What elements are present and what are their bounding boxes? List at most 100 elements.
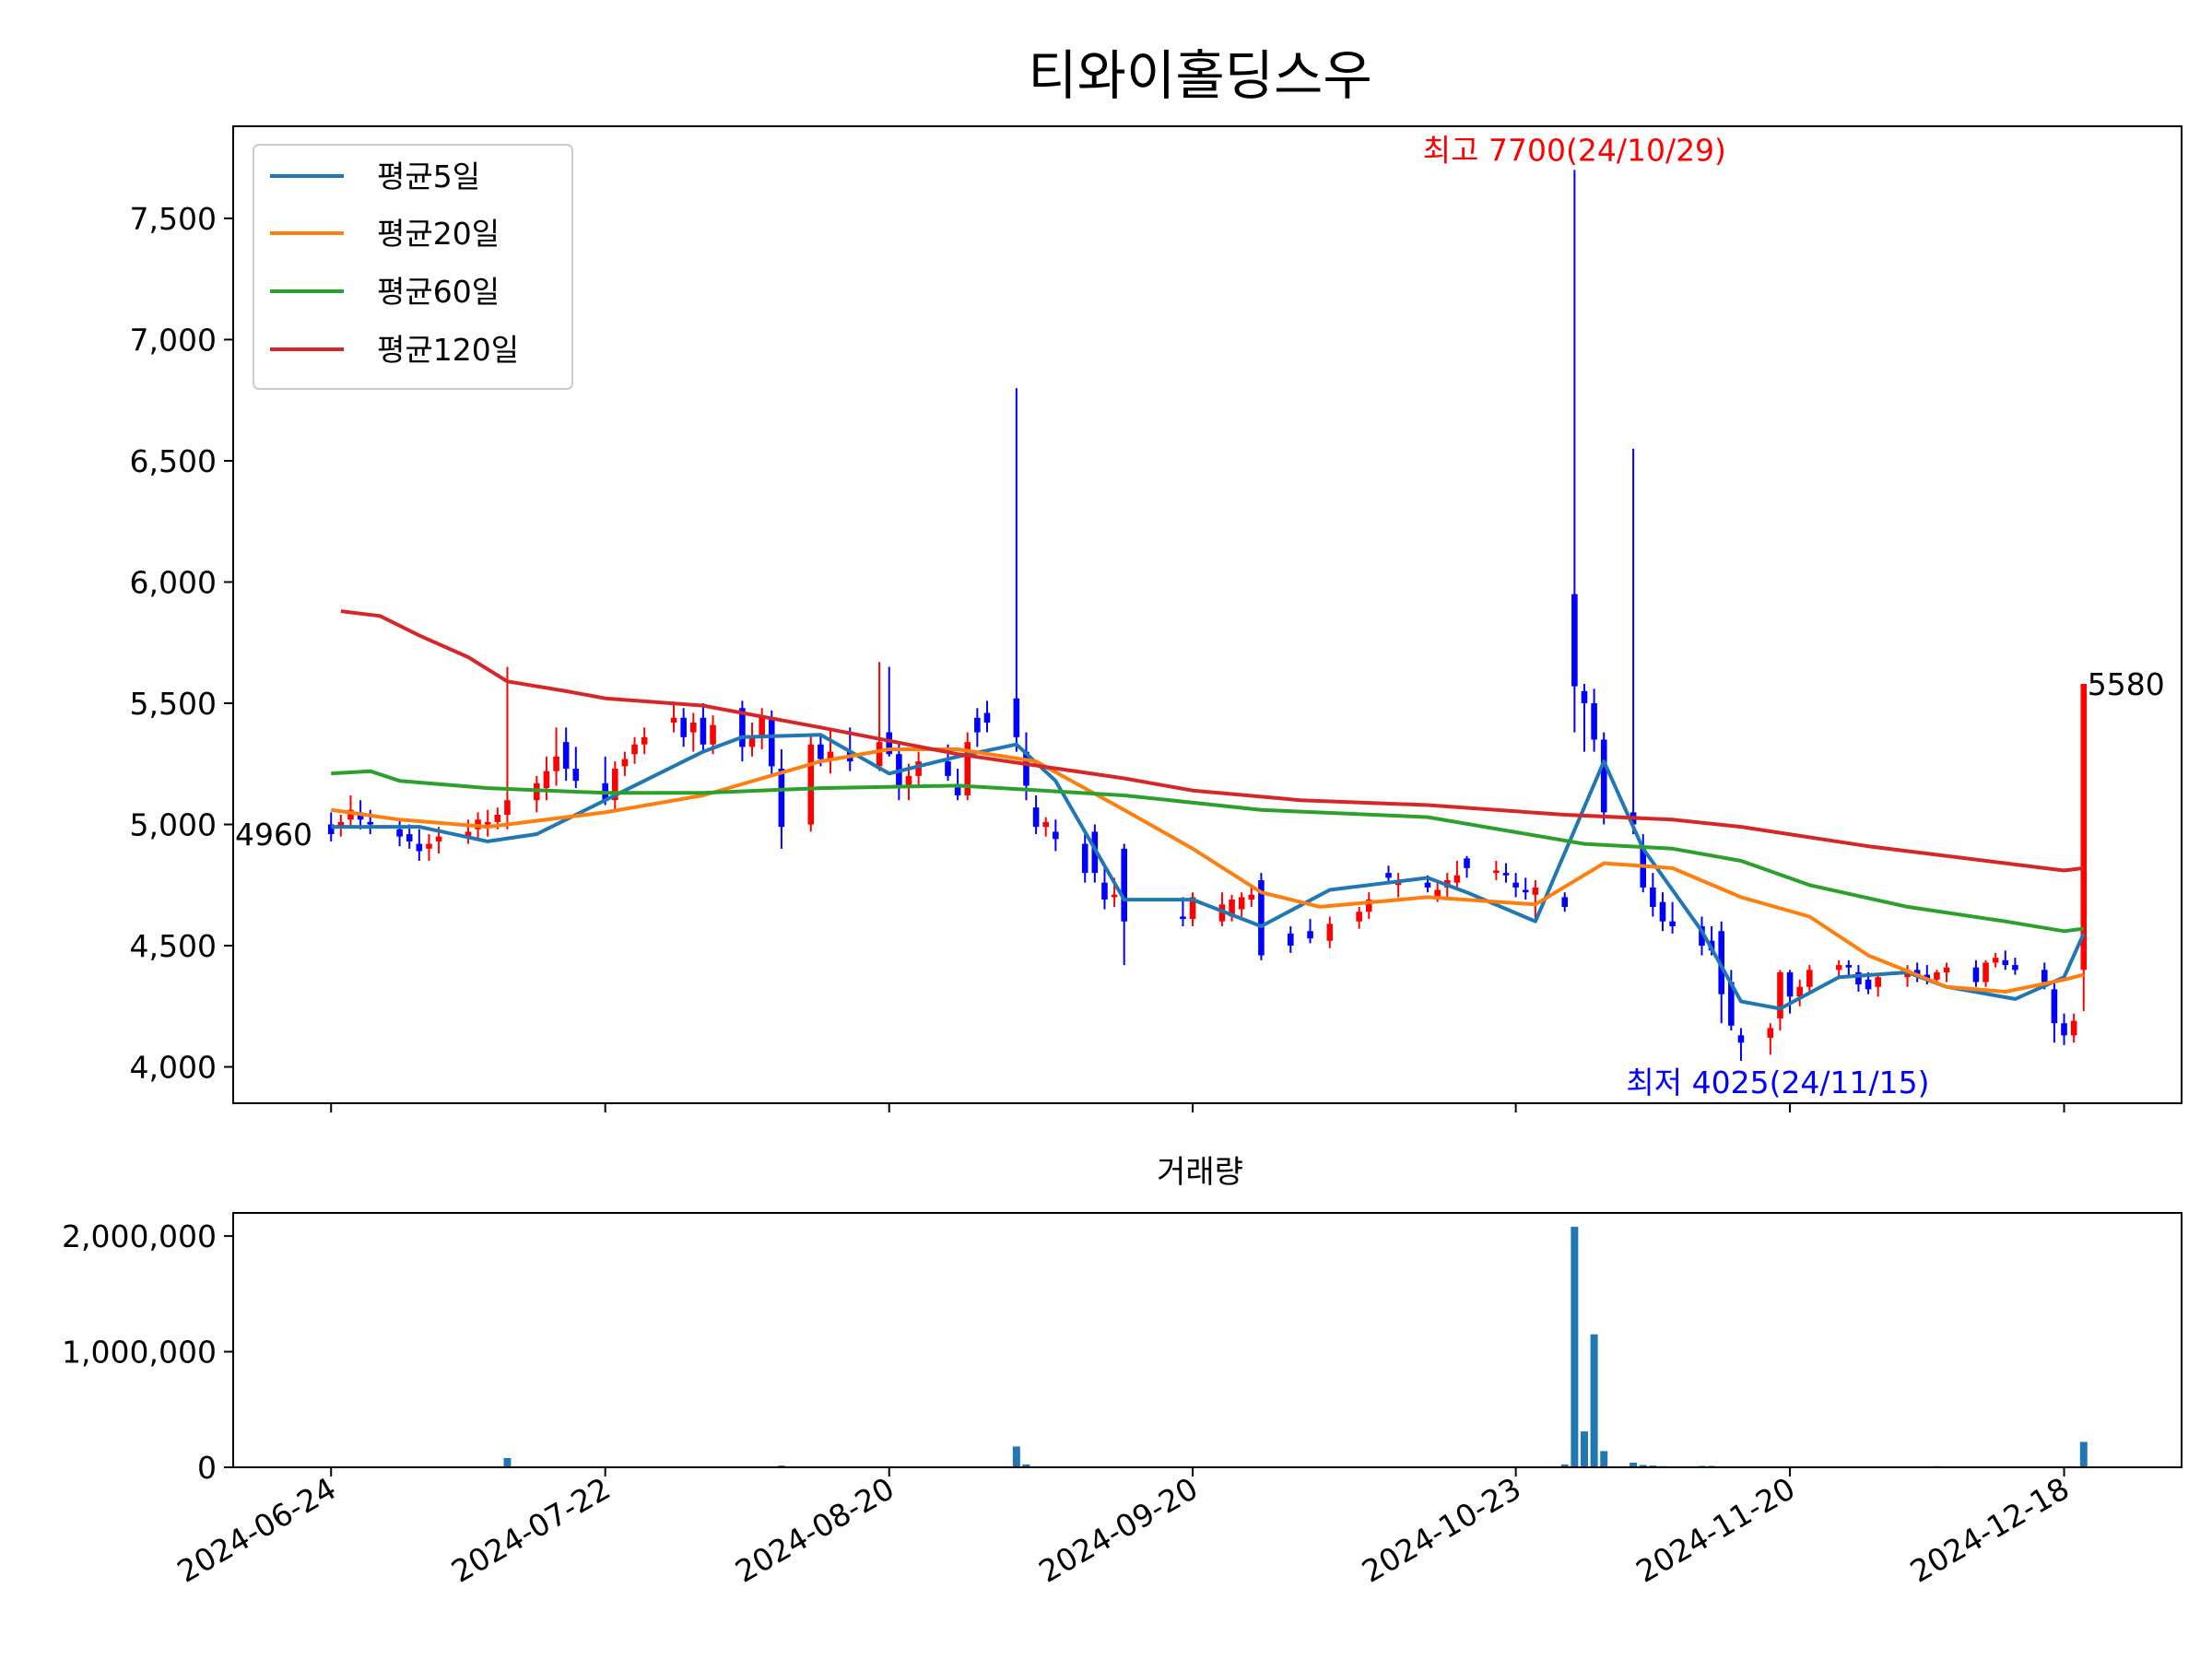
volume-bar (1560, 1464, 1569, 1467)
candle (1796, 979, 1803, 1006)
candle (1522, 877, 1529, 900)
candle-body (778, 769, 785, 828)
candle-body (2080, 683, 2088, 971)
candle (1835, 959, 1842, 978)
candle-body (1835, 965, 1842, 971)
candle-body (1453, 875, 1461, 883)
candle (1229, 894, 1235, 922)
candle (2070, 1013, 2077, 1043)
candle-body (1943, 967, 1950, 972)
candle-body (465, 831, 472, 837)
candle-body (827, 751, 834, 759)
candle-body (553, 756, 559, 771)
candle-body (2041, 970, 2048, 982)
candle-body (347, 809, 354, 820)
candle-body (680, 717, 687, 737)
candle (553, 727, 559, 786)
candle-body (1288, 933, 1294, 947)
candle-body (1777, 971, 1783, 1018)
candle-body (670, 717, 677, 724)
legend-label-ma20: 평균20일 (377, 216, 500, 252)
candle (621, 751, 629, 776)
candle-body (1875, 977, 1881, 987)
candle (1493, 860, 1500, 881)
candle (1502, 863, 1510, 883)
candle (2012, 958, 2018, 975)
candle-body (1845, 965, 1853, 968)
candle (484, 809, 491, 837)
candle (1875, 974, 1881, 997)
candle-body (1229, 900, 1235, 917)
candle-body (886, 732, 893, 755)
candle (915, 751, 922, 789)
candle-body (1561, 897, 1569, 907)
candle (1943, 962, 1950, 982)
candle (1806, 965, 1813, 994)
candle-body (1591, 703, 1597, 740)
volume-bar (1012, 1446, 1020, 1467)
candle-body (1865, 979, 1872, 990)
candle (2051, 982, 2058, 1043)
candle-body (954, 785, 961, 795)
candle (680, 708, 687, 747)
candle-body (396, 829, 403, 837)
candle-body (621, 759, 629, 767)
candle (1453, 860, 1461, 890)
annotation-first-close: 4960 (235, 817, 312, 853)
candle (1855, 965, 1862, 993)
candle (543, 756, 550, 801)
candle (1972, 959, 1980, 987)
volume-bar (1581, 1431, 1588, 1467)
candle-body (1659, 901, 1666, 922)
candle-body (1180, 916, 1186, 920)
candle-body (2061, 1023, 2067, 1036)
price-y-tick-label: 6,000 (130, 564, 217, 600)
price-y-tick-label: 5,500 (130, 686, 217, 722)
candle-body (1512, 882, 1519, 888)
candle (1591, 688, 1597, 752)
candle (700, 703, 707, 752)
candle-body (1023, 751, 1030, 786)
candle (1248, 887, 1255, 907)
candle-body (1464, 858, 1470, 868)
candle (1992, 952, 1999, 968)
price-y-tick-label: 7,500 (130, 201, 217, 237)
candle (612, 761, 618, 810)
candle-body (1307, 931, 1313, 939)
candle (1786, 970, 1794, 1014)
candle-body (1522, 889, 1529, 893)
candle-body (484, 821, 491, 825)
candle-body (1326, 924, 1334, 941)
candle (396, 819, 403, 847)
candle-body (876, 742, 883, 767)
candle-body (905, 775, 912, 786)
candle (876, 662, 883, 771)
candle-body (915, 761, 922, 776)
candle (504, 666, 511, 830)
candle (1913, 962, 1921, 982)
candle-body (572, 769, 580, 782)
candle (1659, 892, 1666, 932)
candle (689, 712, 697, 752)
candle-body (700, 717, 707, 745)
volume-y-tick-label: 1,000,000 (62, 1335, 217, 1371)
candle (641, 727, 648, 755)
volume-bar (1639, 1465, 1647, 1467)
candle-body (818, 744, 824, 759)
ma-line-1 (330, 747, 2085, 994)
candle-body (2070, 1020, 2077, 1036)
volume-bar (1600, 1451, 1608, 1467)
candle-body (689, 723, 697, 733)
candle-body (1101, 882, 1108, 900)
candle-body (1042, 821, 1050, 828)
ma-line-2 (331, 769, 2085, 934)
volume-y-tick-label: 0 (197, 1450, 217, 1486)
candle-body (1385, 873, 1392, 878)
candle (1767, 1023, 1774, 1055)
candle-body (543, 771, 550, 789)
volume-plot-frame (232, 1212, 2183, 1468)
candle (416, 829, 423, 861)
candle-body (964, 742, 971, 795)
candle-body (631, 744, 638, 755)
